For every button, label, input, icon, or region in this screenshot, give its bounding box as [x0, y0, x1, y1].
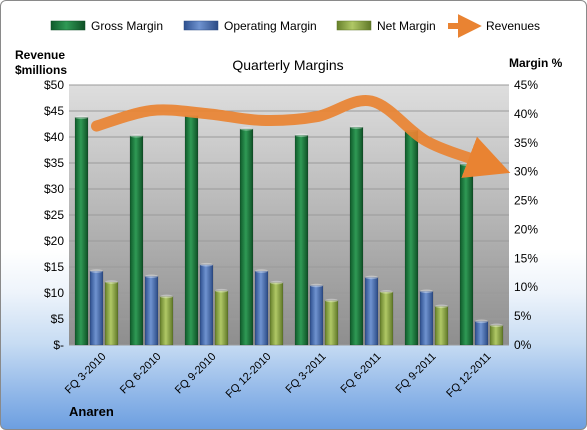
- bar-top-highlight: [215, 288, 228, 293]
- legend-label-net-margin: Net Margin: [377, 19, 436, 33]
- bar-top-highlight: [420, 289, 433, 294]
- bar-top-highlight: [255, 269, 268, 273]
- right-tick-label: 20%: [514, 222, 538, 236]
- bar-operating-margin: [474, 321, 489, 346]
- left-tick-label: $5: [51, 312, 65, 326]
- bar-top-highlight: [90, 269, 103, 273]
- left-tick-label: $50: [44, 78, 64, 92]
- bar-top-highlight: [380, 290, 393, 294]
- revenue-line: [91, 95, 511, 178]
- bar-operating-margin: [309, 285, 324, 346]
- category-label: FQ 3-2011: [284, 351, 329, 396]
- category-labels: FQ 3-2010 FQ 6-2010 FQ 9-2010 FQ 12-2010 FQ …: [63, 351, 494, 401]
- left-tick-label: $15: [44, 260, 64, 274]
- right-tick-label: 35%: [514, 136, 538, 150]
- right-tick-label: 25%: [514, 194, 538, 208]
- bar-operating-margin: [89, 270, 104, 346]
- right-tick-label: 5%: [514, 309, 532, 323]
- category-label: FQ 12-2011: [444, 351, 493, 400]
- bar-operating-margin: [144, 275, 159, 346]
- revenue-line-group: [91, 95, 511, 178]
- legend-label-revenues: Revenues: [486, 19, 540, 33]
- left-axis-label-line1: Revenue: [15, 48, 65, 62]
- right-tick-label: 15%: [514, 251, 538, 265]
- bar-gross-margin: [74, 117, 89, 346]
- left-tick-label: $-: [53, 338, 64, 352]
- legend-label-gross-margin: Gross Margin: [91, 19, 163, 33]
- bar-net-margin: [434, 306, 449, 346]
- bar-net-margin: [324, 300, 339, 346]
- left-axis-label-line2: $millions: [15, 63, 67, 77]
- category-label: FQ 6-2011: [339, 351, 384, 396]
- bar-top-highlight: [240, 127, 253, 131]
- right-tick-label: 0%: [514, 338, 532, 352]
- right-axis-label: Margin %: [509, 56, 563, 70]
- bar-top-highlight: [270, 280, 283, 285]
- left-tick-label: $25: [44, 208, 64, 222]
- bar-top-highlight: [295, 133, 308, 138]
- legend-swatch-net-margin: [336, 20, 372, 31]
- bar-net-margin: [379, 291, 394, 346]
- left-tick-label: $20: [44, 234, 64, 248]
- bar-net-margin: [269, 282, 284, 346]
- bar-top-highlight: [105, 280, 118, 284]
- bar-top-highlight: [325, 298, 338, 303]
- bar-gross-margin: [404, 129, 419, 346]
- category-label: FQ 12-2010: [224, 351, 274, 401]
- bar-top-highlight: [130, 134, 143, 138]
- bar-gross-margin: [129, 135, 144, 346]
- left-axis-ticks: $- $5 $10 $15 $20 $25 $30 $35 $40 $45 $50: [44, 78, 64, 352]
- bar-top-highlight: [350, 125, 363, 129]
- bar-top-highlight: [200, 262, 213, 267]
- right-tick-label: 40%: [514, 107, 538, 121]
- bar-operating-margin: [364, 277, 379, 346]
- bar-gross-margin: [349, 126, 364, 346]
- right-tick-label: 10%: [514, 280, 538, 294]
- company-label: Anaren: [69, 404, 114, 419]
- bar-top-highlight: [490, 323, 503, 328]
- bar-gross-margin: [239, 128, 254, 346]
- bar-net-margin: [214, 290, 229, 346]
- bar-operating-margin: [254, 270, 269, 346]
- bar-top-highlight: [475, 319, 488, 324]
- bar-top-highlight: [365, 275, 378, 280]
- bar-gross-margin: [184, 115, 199, 346]
- category-label: FQ 9-2011: [394, 351, 439, 396]
- bar-top-highlight: [310, 283, 323, 288]
- left-tick-label: $45: [44, 104, 64, 118]
- bar-top-highlight: [75, 115, 88, 120]
- left-tick-label: $40: [44, 130, 64, 144]
- bar-net-margin: [159, 296, 174, 346]
- bar-net-margin: [489, 325, 504, 346]
- bar-gross-margin: [294, 135, 309, 346]
- legend: Gross Margin Operating Margin Net Margin…: [50, 14, 540, 38]
- right-tick-label: 45%: [514, 78, 538, 92]
- bar-operating-margin: [419, 291, 434, 346]
- legend-label-operating-margin: Operating Margin: [224, 19, 317, 33]
- bar-top-highlight: [160, 294, 173, 299]
- bars: [74, 113, 504, 346]
- bar-top-highlight: [435, 304, 448, 309]
- left-tick-label: $30: [44, 182, 64, 196]
- category-label: FQ 3-2010: [63, 351, 109, 397]
- left-tick-label: $10: [44, 286, 64, 300]
- category-label: FQ 6-2010: [118, 351, 164, 397]
- bar-net-margin: [104, 281, 119, 346]
- legend-swatch-operating-margin: [183, 20, 219, 31]
- left-tick-label: $35: [44, 156, 64, 170]
- bar-gross-margin: [459, 163, 474, 346]
- chart-title: Quarterly Margins: [232, 57, 343, 73]
- category-label: FQ 9-2010: [173, 351, 219, 397]
- right-axis-ticks: 0% 5% 10% 15% 20% 25% 30% 35% 40% 45%: [514, 78, 538, 352]
- right-tick-label: 30%: [514, 165, 538, 179]
- bar-top-highlight: [145, 274, 158, 279]
- bar-operating-margin: [199, 264, 214, 346]
- legend-swatch-gross-margin: [50, 20, 86, 31]
